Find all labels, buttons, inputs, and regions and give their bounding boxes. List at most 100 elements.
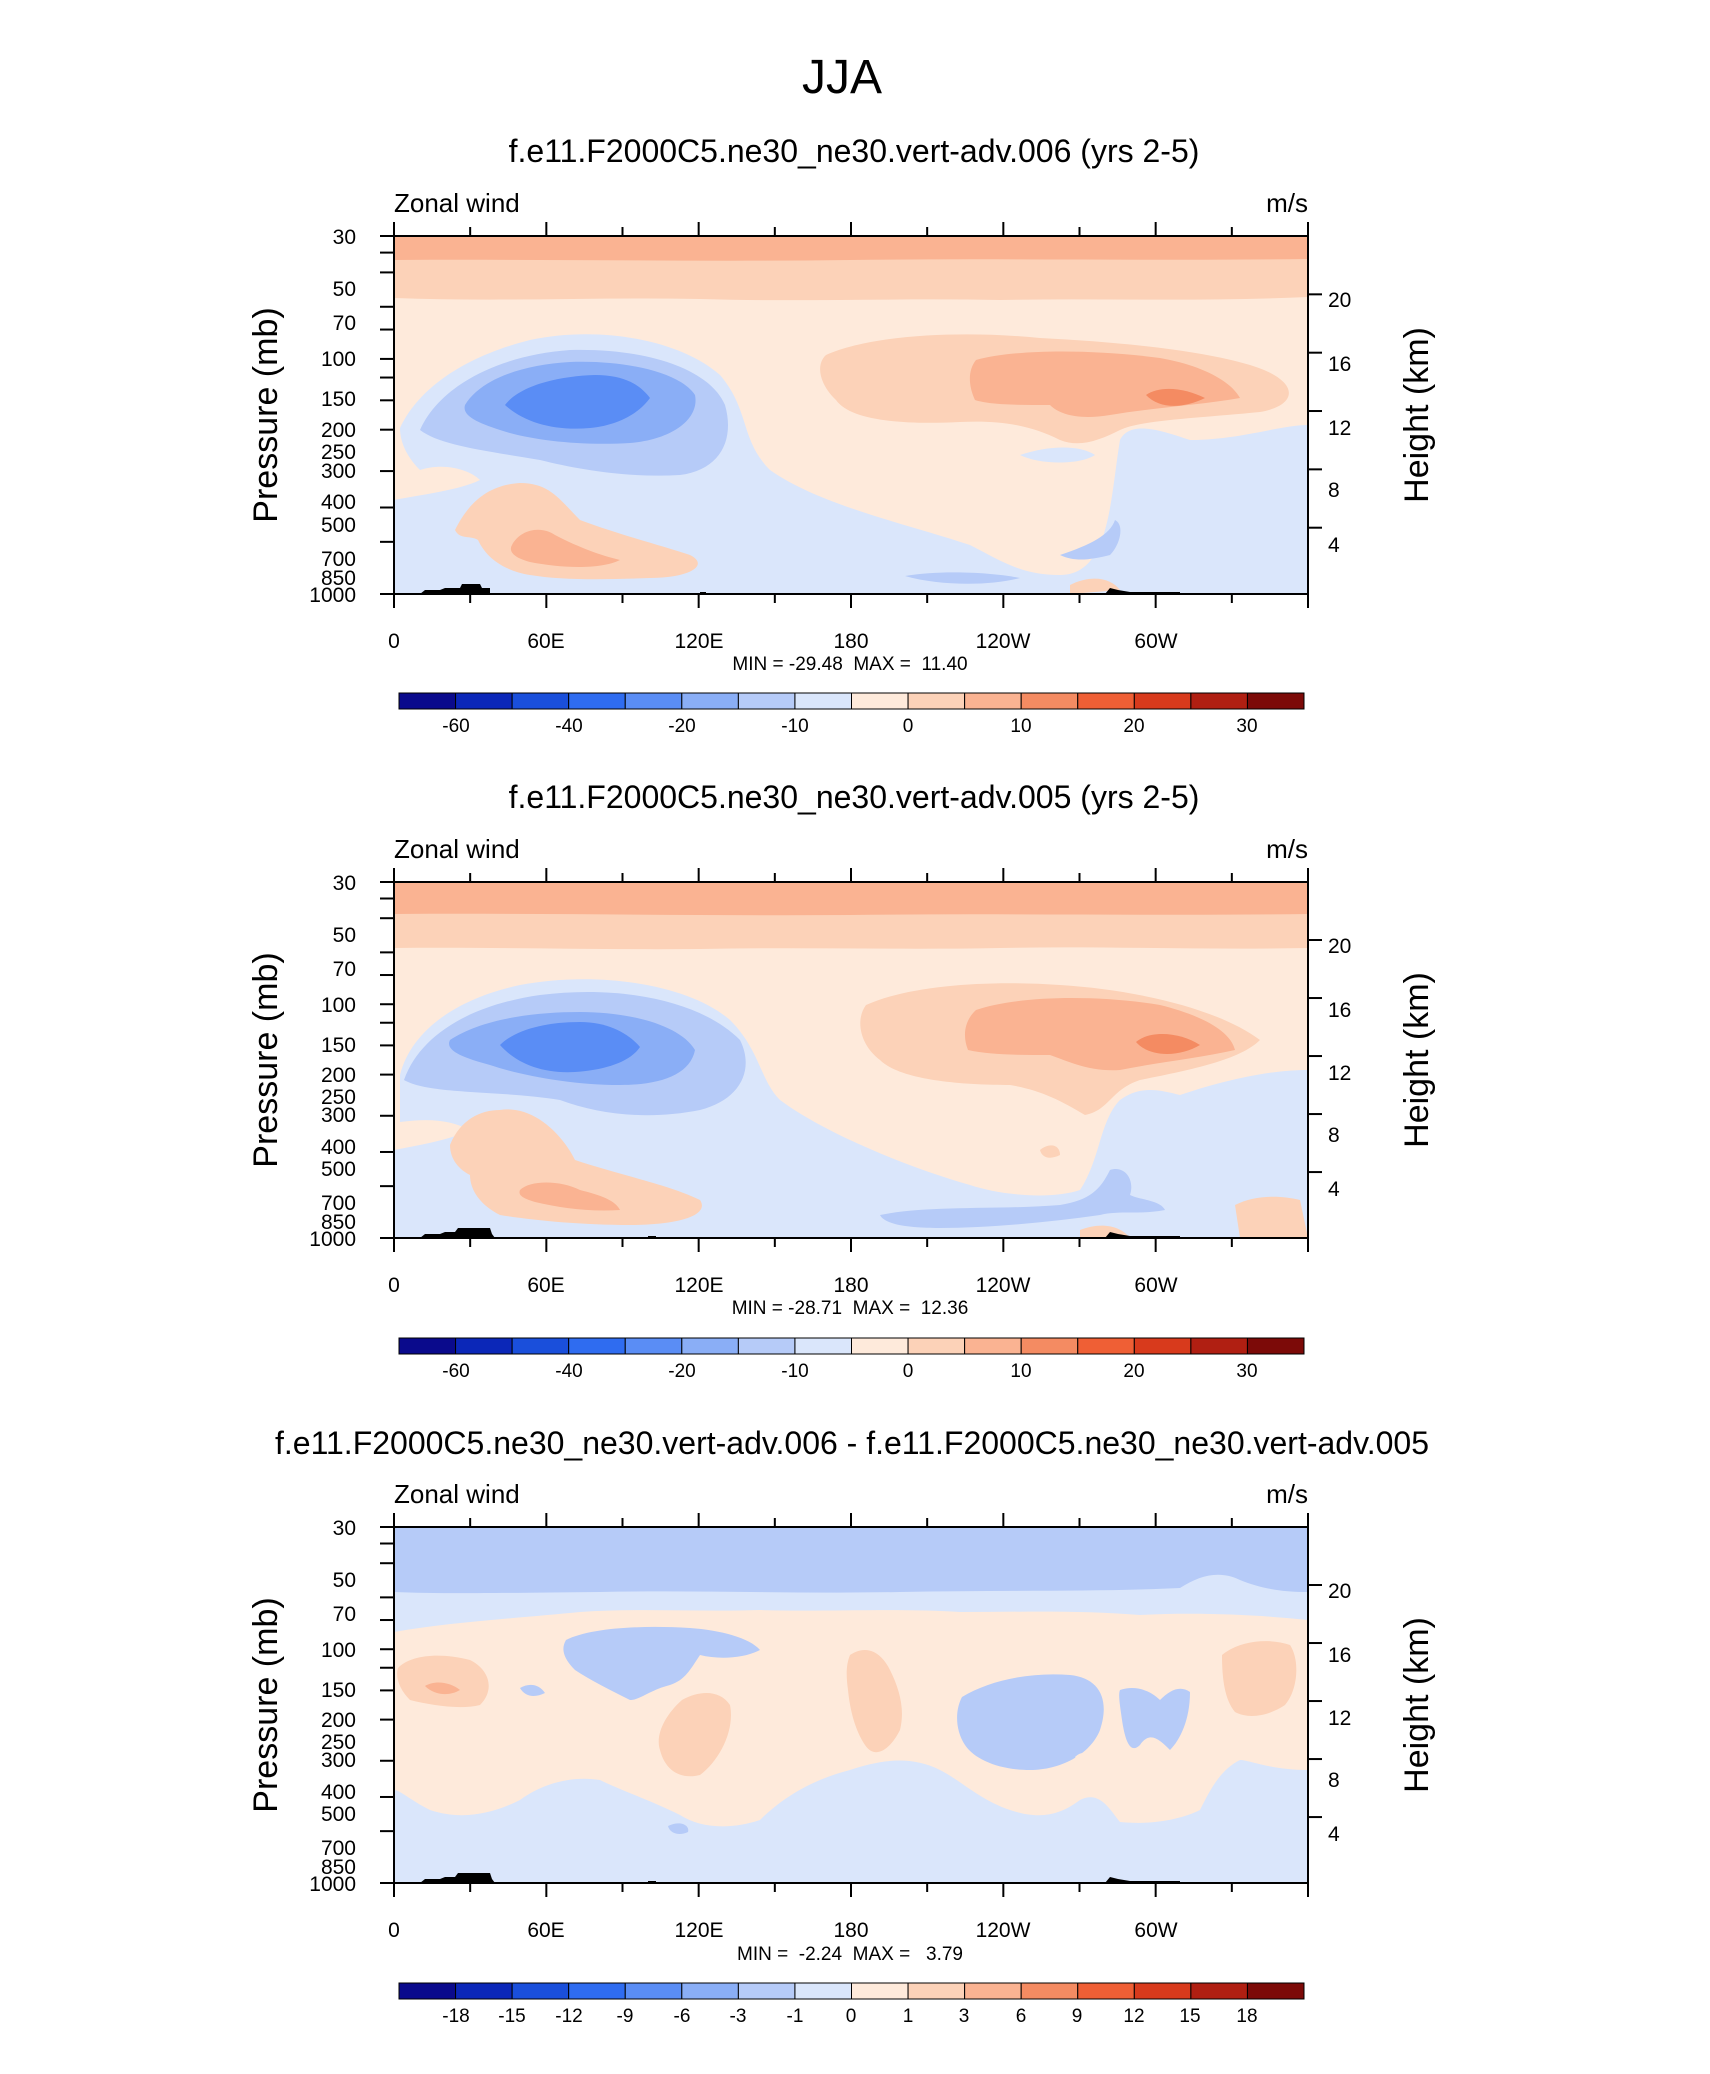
- colorbar-label: 3: [959, 2006, 970, 2027]
- colorbar-swatch: [398, 1337, 457, 1355]
- colorbar-swatch: [964, 692, 1022, 710]
- contour-level-3-6: [425, 1682, 460, 1695]
- y2-axis-label: Height (km): [1398, 972, 1436, 1148]
- x-tick-label-120E: 120E: [674, 630, 723, 653]
- y2-tick-label-4: 4: [1328, 1178, 1340, 1201]
- y-axis-label: Pressure (mb): [247, 952, 285, 1167]
- y-tick-label-150: 150: [321, 1034, 356, 1057]
- colorbar-swatch: [794, 692, 852, 710]
- panel-2: f.e11.F2000C5.ne30_ne30.vert-adv.005 (yr…: [247, 779, 1436, 1382]
- colorbar-label: 20: [1123, 1361, 1144, 1382]
- colorbar-swatch: [737, 692, 796, 710]
- colorbar-swatch: [1246, 1982, 1305, 2000]
- colorbar-label: 30: [1236, 1361, 1257, 1382]
- y-tick-label-250: 250: [321, 1086, 356, 1109]
- contour-level-neg-3-1-b: [520, 1626, 1190, 1770]
- x-tick-label-60W: 60W: [1134, 630, 1177, 653]
- y2-tick-label-16: 16: [1328, 1644, 1351, 1667]
- y2-tick-label-8: 8: [1328, 1124, 1340, 1147]
- x-tick-label-120W: 120W: [976, 630, 1031, 653]
- y2-ticks: [1308, 293, 1322, 529]
- contour-level-3-10-d: [1040, 1145, 1060, 1158]
- y2-tick-label-16: 16: [1328, 353, 1351, 376]
- colorbar-label: -40: [555, 1361, 582, 1382]
- y2-tick-label-8: 8: [1328, 479, 1340, 502]
- y-tick-label-400: 400: [321, 491, 356, 514]
- x-tick-label-180: 180: [833, 1919, 868, 1942]
- x-tick-label-120E: 120E: [674, 1274, 723, 1297]
- y-tick-label-50: 50: [333, 924, 356, 947]
- colorbar-swatch: [1246, 1337, 1305, 1355]
- colorbar-swatch: [455, 692, 513, 710]
- x-tick-label-60E: 60E: [527, 1919, 564, 1942]
- panel-1: f.e11.F2000C5.ne30_ne30.vert-adv.006 (yr…: [247, 133, 1436, 737]
- contour-level-neg-10-5-b: [880, 1169, 1165, 1228]
- y2-tick-label-20: 20: [1328, 1580, 1351, 1603]
- variable-label: Zonal wind: [394, 1479, 520, 1509]
- x-tick-label-0: 0: [388, 1919, 400, 1942]
- y-tick-label-700: 700: [321, 1837, 356, 1860]
- x-tick-label-60E: 60E: [527, 630, 564, 653]
- y-ticks: [380, 235, 394, 595]
- y-tick-label-200: 200: [321, 419, 356, 442]
- colorbar-swatch: [1190, 692, 1248, 710]
- colorbar-label: -60: [442, 1361, 469, 1382]
- contour-level-neg-1-0-b: [394, 1824, 1308, 1883]
- colorbar-label: -18: [442, 2006, 469, 2027]
- y2-tick-label-12: 12: [1328, 1707, 1351, 1730]
- y-ticks: [380, 881, 394, 1239]
- units-label: m/s: [1266, 834, 1308, 864]
- colorbar-label: -12: [555, 2006, 582, 2027]
- colorbar-swatch: [1133, 1337, 1192, 1355]
- panel-title: f.e11.F2000C5.ne30_ne30.vert-adv.006 (yr…: [509, 133, 1200, 169]
- x-ticks: [393, 1513, 1309, 1897]
- colorbar-label: 12: [1123, 2006, 1144, 2027]
- y2-tick-label-4: 4: [1328, 1823, 1340, 1846]
- colorbar: [398, 1982, 1305, 2000]
- y-tick-label-700: 700: [321, 1192, 356, 1215]
- colorbar-label: -20: [668, 716, 695, 737]
- colorbar-label: -10: [781, 716, 808, 737]
- y-ticks: [380, 1526, 394, 1884]
- colorbar-swatch: [737, 1982, 796, 2000]
- contour-level-neg-10-5-c: [1060, 520, 1121, 560]
- colorbar-label: 9: [1072, 2006, 1083, 2027]
- y-tick-label-850: 850: [321, 1856, 356, 1879]
- colorbar-swatch: [964, 1982, 1022, 2000]
- contour-level-10-20: [394, 236, 1308, 261]
- colorbar-swatch: [681, 1337, 739, 1355]
- contour-field: [394, 1527, 1308, 1883]
- y-tick-label-500: 500: [321, 1158, 356, 1181]
- units-label: m/s: [1266, 188, 1308, 218]
- colorbar-label: 0: [846, 2006, 857, 2027]
- y-tick-label-150: 150: [321, 1679, 356, 1702]
- contour-level-3-10-d: [1070, 578, 1120, 594]
- y2-tick-label-20: 20: [1328, 289, 1351, 312]
- contour-level-neg-10-5-b: [905, 572, 1020, 584]
- y-axis-label: Pressure (mb): [247, 307, 285, 522]
- colorbar-swatch: [1020, 692, 1079, 710]
- colorbar-swatch: [511, 692, 570, 710]
- colorbar-label: 1: [903, 2006, 914, 2027]
- colorbar-swatch: [1190, 1337, 1248, 1355]
- min-max-stats: MIN = -29.48 MAX = 11.40: [732, 654, 967, 675]
- x-ticks: [393, 222, 1309, 608]
- y2-tick-label-12: 12: [1328, 1062, 1351, 1085]
- contour-level-20-25: [1136, 1034, 1200, 1055]
- y-tick-label-1000: 1000: [309, 1873, 356, 1896]
- x-ticks: [393, 868, 1309, 1252]
- colorbar-label: 18: [1236, 2006, 1257, 2027]
- colorbar-swatch: [1077, 1982, 1135, 2000]
- colorbar-label: 15: [1179, 2006, 1200, 2027]
- colorbar-label: 20: [1123, 716, 1144, 737]
- variable-label: Zonal wind: [394, 188, 520, 218]
- colorbar-swatch: [794, 1982, 852, 2000]
- y-tick-label-70: 70: [333, 1603, 356, 1626]
- colorbar-swatch: [1020, 1337, 1079, 1355]
- contour-level-10-20-c: [519, 1182, 620, 1211]
- y-tick-label-1000: 1000: [309, 584, 356, 607]
- y2-tick-label-8: 8: [1328, 1769, 1340, 1792]
- colorbar-swatch: [568, 1982, 626, 2000]
- colorbar-label: -60: [442, 716, 469, 737]
- y-tick-label-200: 200: [321, 1064, 356, 1087]
